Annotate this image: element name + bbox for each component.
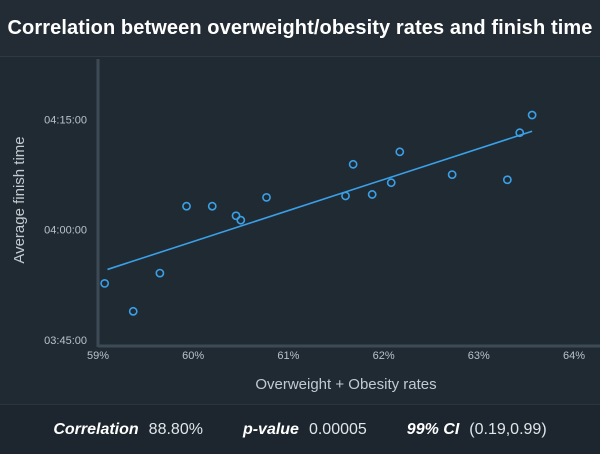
x-tick-label: 64% xyxy=(563,350,585,362)
stat-p-value-label: p-value xyxy=(242,420,299,438)
x-tick-label: 63% xyxy=(468,350,490,362)
data-point xyxy=(367,190,377,199)
chart-area: 59% 60% 61% 62% 63% 64% 03:45:00 04:00:00 04:15:… xyxy=(0,57,600,404)
y-tick-label: 04:00:00 xyxy=(44,225,87,237)
data-point xyxy=(231,211,241,221)
chart-axes xyxy=(96,59,600,348)
stat-correlation-label: Correlation xyxy=(53,420,139,438)
stat-correlation-value: 88.80% xyxy=(148,420,203,438)
stat-correlation: Correlation 88.80% xyxy=(53,421,203,439)
data-point xyxy=(348,159,358,169)
data-point xyxy=(395,147,405,157)
x-axis-label: Overweight + Obesity rates xyxy=(255,376,436,393)
y-tick-label: 04:15:00 xyxy=(44,114,87,126)
trendline xyxy=(107,130,533,271)
data-point xyxy=(502,175,512,185)
data-point xyxy=(262,192,271,202)
x-tick-label: 60% xyxy=(182,350,204,362)
data-point xyxy=(447,170,457,179)
stat-ci: 99% CI (0.19,0.99) xyxy=(407,421,547,439)
stat-p-value: p-value 0.00005 xyxy=(243,421,367,439)
data-point xyxy=(515,128,525,138)
data-point xyxy=(527,110,537,120)
stat-ci-value: (0.19,0.99) xyxy=(469,420,547,438)
chart-trendline-group xyxy=(107,130,533,271)
y-axis-label: Average finish time xyxy=(11,136,28,263)
x-tick-label: 61% xyxy=(277,350,299,362)
y-tick-label: 03:45:00 xyxy=(44,335,87,347)
stats-footer: Correlation 88.80% p-value 0.00005 99% C… xyxy=(0,404,600,454)
stat-ci-label: 99% CI xyxy=(406,420,460,438)
data-point xyxy=(155,268,165,278)
x-tick-label: 62% xyxy=(373,350,395,362)
data-point xyxy=(182,201,191,211)
scatter-chart: 59% 60% 61% 62% 63% 64% 03:45:00 04:00:00 04:15:… xyxy=(11,59,600,393)
x-tick-label: 59% xyxy=(87,350,109,362)
chart-points xyxy=(100,110,537,316)
chart-ticks: 59% 60% 61% 62% 63% 64% 03:45:00 04:00:00 04:15:… xyxy=(44,114,585,362)
data-point xyxy=(207,201,217,211)
stat-p-value-value: 0.00005 xyxy=(308,420,367,438)
data-point xyxy=(341,191,350,201)
data-point xyxy=(236,215,246,225)
data-point xyxy=(386,178,396,188)
chart-header: Correlation between overweight/obesity r… xyxy=(0,0,600,57)
data-point xyxy=(128,306,138,316)
chart-title: Correlation between overweight/obesity r… xyxy=(7,16,593,39)
data-point xyxy=(100,278,110,288)
